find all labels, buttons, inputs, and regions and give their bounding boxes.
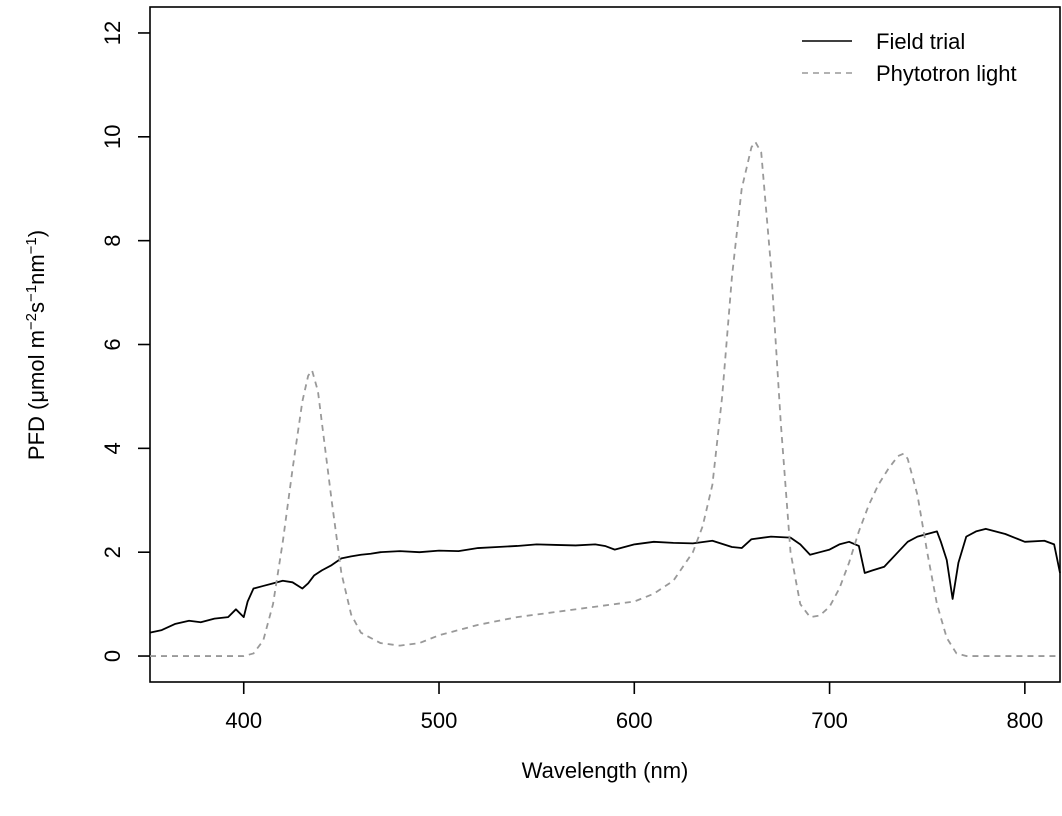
y-axis-title-mid-1: s [24, 302, 49, 313]
y-axis-ticks: 0 2 4 6 8 10 12 [100, 21, 150, 662]
legend-label-field-trial: Field trial [876, 29, 965, 54]
y-axis-title-sup-1: −2 [23, 313, 40, 330]
x-tick-label: 500 [421, 708, 458, 733]
legend: Field trial Phytotron light [802, 29, 1017, 86]
y-tick-label: 8 [100, 235, 125, 247]
y-axis-title-sup-3: −1 [23, 237, 40, 254]
y-tick-label: 0 [100, 650, 125, 662]
x-tick-label: 700 [811, 708, 848, 733]
legend-label-phytotron-light: Phytotron light [876, 61, 1017, 86]
y-tick-label: 4 [100, 442, 125, 454]
y-axis-title-suffix: ) [24, 230, 49, 237]
y-axis-title-mid-2: nm [24, 254, 49, 285]
series-line-phytotron-light [150, 141, 1060, 657]
y-tick-label: 6 [100, 338, 125, 350]
y-axis-title: PFD (μmol m−2s−1nm−1) [23, 230, 50, 460]
y-tick-label: 10 [100, 125, 125, 149]
y-axis-title-sup-2: −1 [23, 285, 40, 302]
series-layer [149, 141, 1061, 657]
y-axis-title-prefix: PFD (μmol m [24, 330, 49, 460]
y-tick-label: 2 [100, 546, 125, 558]
x-axis-ticks: 400 500 600 700 800 [225, 682, 1043, 733]
x-axis-title: Wavelength (nm) [522, 758, 689, 783]
x-tick-label: 600 [616, 708, 653, 733]
x-tick-label: 400 [225, 708, 262, 733]
y-tick-label: 12 [100, 21, 125, 45]
series-line-field-trial [149, 527, 1061, 634]
x-tick-label: 800 [1006, 708, 1043, 733]
